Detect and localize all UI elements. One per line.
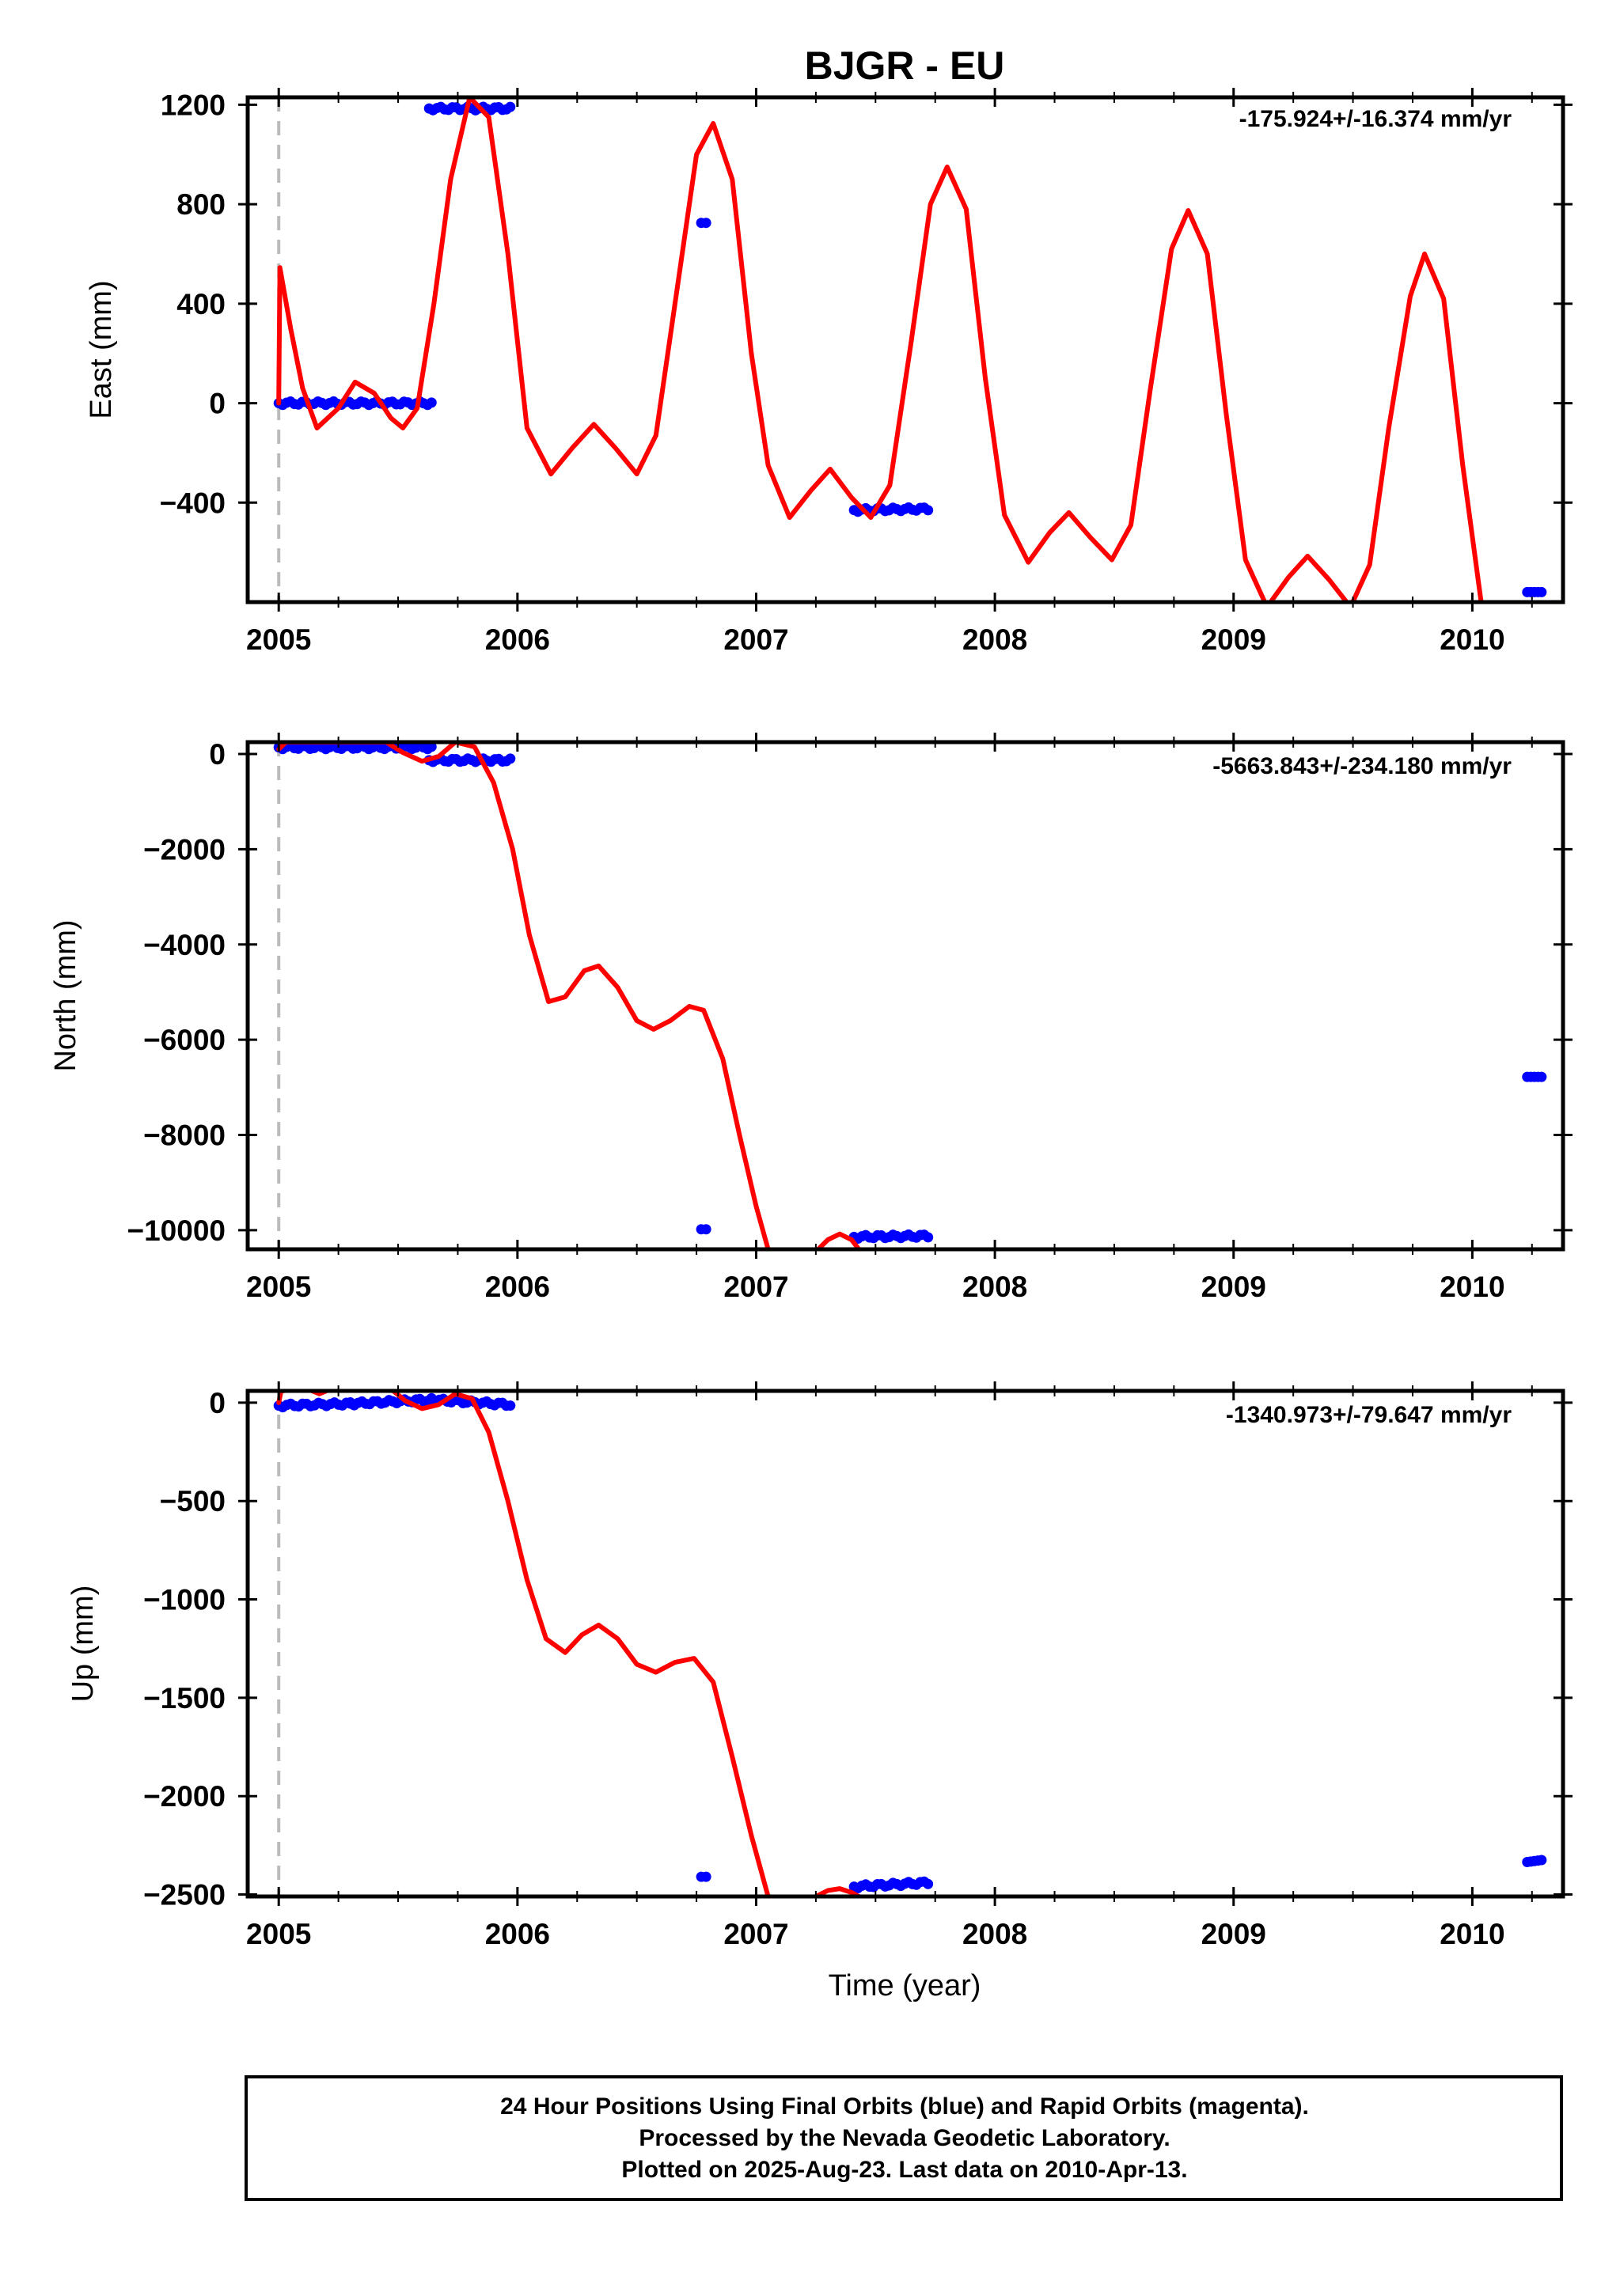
- data-point: [505, 1400, 516, 1411]
- model-fit-curve: [391, 1391, 771, 1896]
- x-tick-label: 2008: [962, 1918, 1027, 1950]
- y-tick-label: −400: [160, 487, 226, 519]
- data-point: [1536, 1071, 1547, 1082]
- plot-area: [273, 1391, 1547, 1896]
- data-point: [505, 101, 516, 112]
- x-tick-label: 2008: [962, 1271, 1027, 1303]
- y-tick-label: −4000: [143, 929, 226, 961]
- data-point: [923, 1878, 934, 1889]
- x-tick-label: 2007: [723, 623, 788, 656]
- model-fit-curve: [815, 1231, 862, 1249]
- x-tick-label: 2009: [1201, 1271, 1266, 1303]
- velocity-label: -175.924+/-16.374 mm/yr: [1239, 106, 1512, 132]
- data-point: [923, 505, 934, 516]
- y-axis-label: Up (mm): [66, 1586, 100, 1703]
- up-panel: 2005 2006 2007 2008 2009 2010 0 −500 −1000 −1500 −…: [66, 1381, 1573, 1950]
- y-axis-label: North (mm): [49, 919, 82, 1071]
- data-point: [426, 742, 437, 752]
- data-point: [700, 1871, 711, 1882]
- y-tick-label: 1200: [161, 89, 226, 121]
- x-tick-label: 2010: [1440, 1271, 1504, 1303]
- footer-line-2: Processed by the Nevada Geodetic Laborat…: [639, 2125, 1170, 2151]
- x-tick-label: 2005: [246, 1271, 311, 1303]
- x-tick-label: 2009: [1201, 623, 1266, 656]
- velocity-label: -1340.973+/-79.647 mm/yr: [1226, 1402, 1512, 1428]
- y-tick-label: −1500: [143, 1682, 226, 1714]
- y-tick-label: −500: [160, 1485, 226, 1517]
- plot-frame: [245, 740, 1565, 1252]
- x-axis-label: Time (year): [829, 1969, 981, 2002]
- data-point: [505, 753, 516, 764]
- y-tick-label: −8000: [143, 1120, 226, 1152]
- velocity-label: -5663.843+/-234.180 mm/yr: [1212, 753, 1512, 779]
- x-tick-label: 2006: [485, 1918, 550, 1950]
- y-tick-label: −6000: [143, 1024, 226, 1056]
- x-tick-label: 2010: [1440, 623, 1504, 656]
- footer-line-1: 24 Hour Positions Using Final Orbits (bl…: [500, 2093, 1309, 2120]
- y-tick-label: −2000: [143, 833, 226, 866]
- model-fit-curve: [813, 1886, 862, 1896]
- x-tick-label: 2010: [1440, 1918, 1504, 1950]
- footer-line-3: Plotted on 2025-Aug-23. Last data on 201…: [621, 2157, 1187, 2183]
- y-axis-label: East (mm): [85, 280, 118, 419]
- y-tick-label: 0: [209, 1387, 226, 1419]
- x-tick-label: 2005: [246, 1918, 311, 1950]
- model-fit-curve: [276, 742, 771, 1249]
- footer-border: [245, 2075, 1563, 2201]
- data-point: [1536, 1855, 1547, 1866]
- x-tick-label: 2007: [723, 1271, 788, 1303]
- x-tick-label: 2009: [1201, 1918, 1266, 1950]
- x-tick-label: 2006: [485, 1271, 550, 1303]
- data-point: [426, 397, 437, 408]
- plot-area: [273, 97, 1547, 602]
- data-point: [1536, 586, 1547, 597]
- plot-frame: [245, 95, 1565, 604]
- x-tick-label: 2005: [246, 623, 311, 656]
- east-panel: 2005 2006 2007 2008 2009 2010 1200 800 400 0 −400 E…: [85, 88, 1573, 656]
- plot-frame: [245, 1389, 1565, 1899]
- y-tick-label: −2000: [143, 1780, 226, 1813]
- y-tick-label: −2500: [143, 1879, 226, 1911]
- plot-area: [273, 742, 1547, 1249]
- data-point: [700, 218, 711, 229]
- y-tick-label: 0: [209, 738, 226, 771]
- model-fit-curve: [276, 97, 1484, 602]
- chart-title: BJGR - EU: [805, 44, 1005, 88]
- x-tick-label: 2008: [962, 623, 1027, 656]
- y-tick-label: 400: [176, 288, 226, 320]
- y-tick-label: −1000: [143, 1584, 226, 1616]
- data-point: [923, 1232, 934, 1243]
- x-tick-label: 2007: [723, 1918, 788, 1950]
- y-tick-label: −10000: [127, 1214, 226, 1247]
- x-tick-label: 2006: [485, 623, 550, 656]
- footer-box: 24 Hour Positions Using Final Orbits (bl…: [245, 2075, 1563, 2201]
- y-tick-label: 800: [176, 188, 226, 221]
- y-tick-label: 0: [209, 388, 226, 420]
- data-point: [700, 1224, 711, 1235]
- north-panel: 2005 2006 2007 2008 2009 2010 0 −2000 −4000 −6000…: [49, 733, 1573, 1303]
